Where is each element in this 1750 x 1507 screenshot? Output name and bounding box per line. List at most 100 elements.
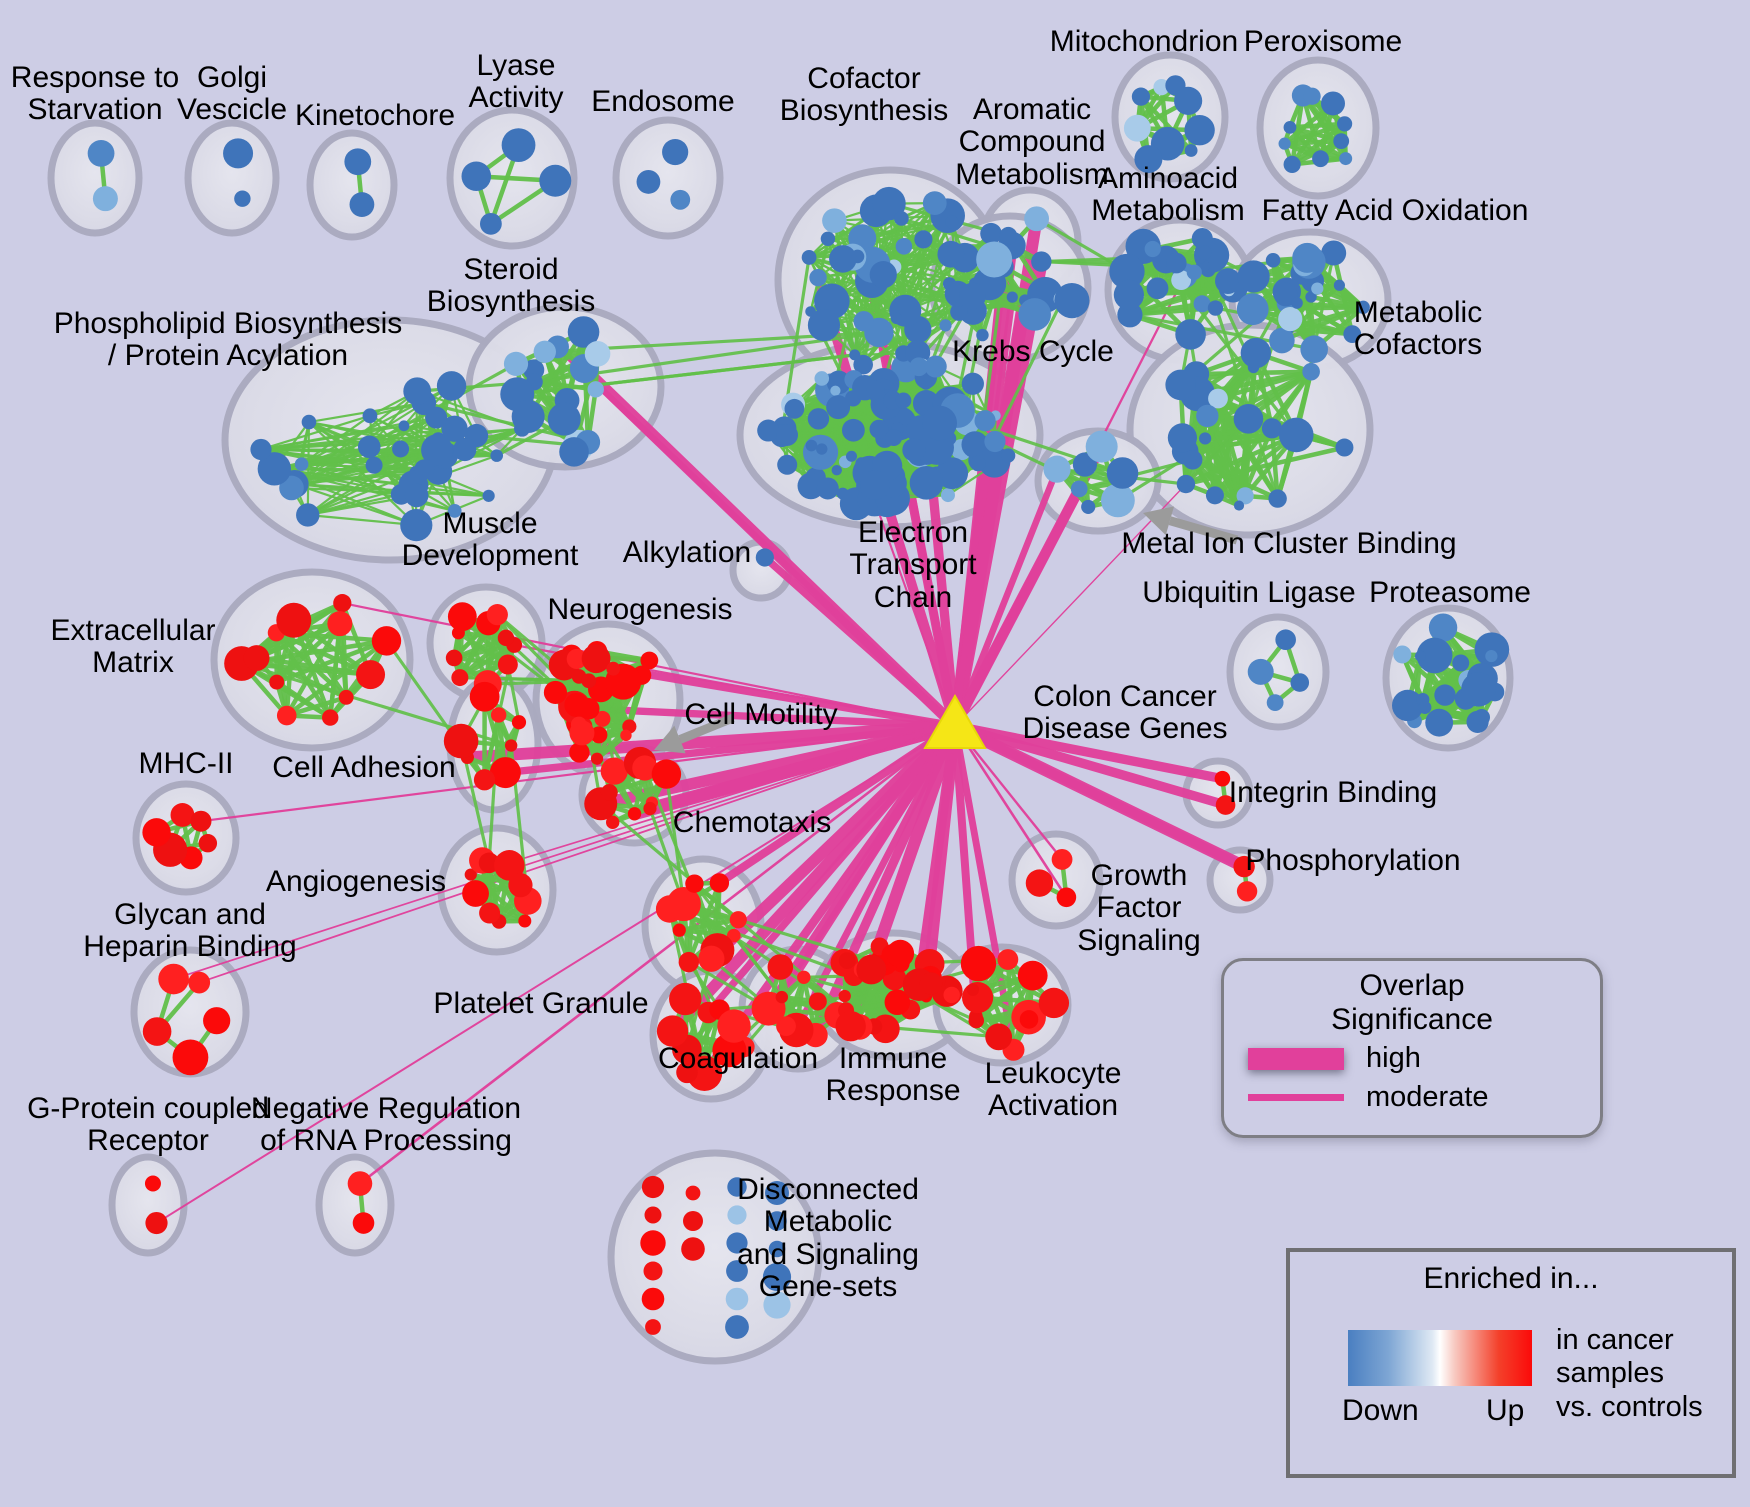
- edge-neurogenesis: [594, 733, 629, 761]
- node-proteasome: [1418, 701, 1432, 715]
- node-electron-transport-chain: [784, 398, 805, 419]
- node-kinetochore: [349, 192, 375, 217]
- node-proteasome: [1414, 650, 1426, 662]
- node-disconnected-gene-sets: [762, 1262, 792, 1292]
- edge-chemotaxis: [677, 917, 741, 933]
- node-mitochondrion: [1123, 114, 1151, 142]
- node-aminoacid-metabolism: [1113, 279, 1144, 310]
- edge-chemotaxis: [692, 881, 741, 922]
- node-immune-response: [886, 939, 915, 968]
- node-fatty-acid-oxidation: [1300, 335, 1328, 364]
- cluster-hull-g-protein-coupled-receptor: [108, 1153, 188, 1257]
- hub-edge-mhc-ii: [199, 724, 957, 823]
- hub-edge-glycan-heparin-binding: [198, 725, 956, 984]
- node-angiogenesis: [518, 914, 532, 928]
- node-steroid-biosynthesis: [503, 351, 529, 376]
- cluster-hull-ubiquitin-ligase: [1226, 613, 1330, 731]
- edge-fatty-acid-oxidation: [1251, 274, 1355, 337]
- node-steroid-biosynthesis: [511, 400, 545, 434]
- node-proteasome: [1425, 708, 1454, 737]
- node-peroxisome: [1312, 150, 1329, 168]
- node-metabolic-cofactors: [1278, 417, 1314, 453]
- node-disconnected-gene-sets: [765, 1181, 789, 1205]
- node-phospholipid-biosynthesis: [441, 415, 468, 442]
- cluster-hull-kinetochore: [306, 129, 398, 241]
- node-krebs-cycle: [976, 241, 1013, 278]
- enrichment-down-label: Down: [1342, 1394, 1419, 1427]
- node-extracellular-matrix: [243, 645, 270, 671]
- node-coagulation: [775, 990, 789, 1004]
- node-fatty-acid-oxidation: [1265, 252, 1281, 268]
- node-phospholipid-biosynthesis: [294, 457, 309, 472]
- node-disconnected-gene-sets: [645, 1319, 661, 1335]
- node-krebs-cycle: [950, 303, 968, 321]
- bridge-krebs-cycle-electron-transport-chain: [989, 297, 1065, 447]
- node-phospholipid-biosynthesis: [301, 414, 317, 430]
- node-negative-regulation-rna-processing: [347, 1171, 373, 1196]
- legend-high-swatch: [1248, 1047, 1344, 1070]
- node-cofactor-biosynthesis: [890, 312, 903, 324]
- node-electron-transport-chain: [777, 454, 798, 475]
- hub-edge-glycan-heparin-binding: [172, 725, 956, 980]
- node-electron-transport-chain: [816, 477, 839, 500]
- edge-muscle-development: [457, 635, 509, 680]
- node-mitochondrion: [1184, 144, 1198, 157]
- node-phospholipid-biosynthesis: [421, 434, 453, 466]
- node-glycan-heparin-binding: [172, 1039, 209, 1076]
- node-chemotaxis: [729, 911, 747, 929]
- node-disconnected-gene-sets: [726, 1232, 748, 1254]
- node-electron-transport-chain: [961, 431, 989, 459]
- node-mitochondrion: [1134, 145, 1163, 174]
- node-immune-response: [838, 952, 856, 970]
- arrow-metal-ion-cluster-binding-head: [1143, 506, 1175, 536]
- edge-steroid-biosynthesis: [581, 329, 591, 445]
- edge-peroxisome: [1289, 93, 1306, 167]
- node-disconnected-gene-sets: [725, 1315, 749, 1339]
- cluster-hull-disconnected-gene-sets: [607, 1149, 823, 1365]
- node-leukocyte-activation: [1038, 987, 1070, 1019]
- node-fatty-acid-oxidation: [1305, 291, 1317, 303]
- hub-edge-krebs-cycle: [948, 294, 1032, 733]
- node-electron-transport-chain: [922, 405, 958, 441]
- node-chemotaxis: [709, 873, 730, 893]
- edge-cell-adhesion: [482, 712, 501, 783]
- node-metabolic-cofactors: [1233, 404, 1264, 434]
- node-endosome: [636, 170, 661, 194]
- node-phospholipid-biosynthesis: [250, 438, 272, 461]
- node-aminoacid-metabolism: [1146, 277, 1169, 300]
- node-extracellular-matrix: [322, 709, 339, 726]
- annotation-arrows: [654, 506, 1239, 754]
- hub-edge-cell-motility: [628, 719, 962, 821]
- edge-phospholipid-biosynthesis: [259, 438, 440, 451]
- legend-overlap-moderate-row: moderate: [1248, 1081, 1600, 1114]
- node-phospholipid-biosynthesis: [296, 503, 320, 527]
- disease-hub-triangle[interactable]: [923, 693, 987, 749]
- disease-hub-node: [923, 693, 987, 749]
- node-metabolic-cofactors: [1176, 474, 1196, 494]
- node-extracellular-matrix: [269, 674, 285, 690]
- node-metabolic-cofactors: [1199, 432, 1212, 445]
- node-kinetochore: [344, 148, 372, 176]
- hub-edge-cofactor-biosynthesis: [868, 277, 959, 730]
- node-metabolic-cofactors: [1261, 418, 1283, 439]
- node-neurogenesis: [594, 710, 611, 727]
- node-disconnected-gene-sets: [640, 1230, 666, 1256]
- node-proteasome: [1392, 689, 1424, 722]
- node-electron-transport-chain: [940, 488, 955, 503]
- legend-high-label: high: [1366, 1042, 1421, 1075]
- node-disconnected-gene-sets: [681, 1237, 705, 1261]
- node-aminoacid-metabolism: [1193, 295, 1211, 313]
- edge-cofactor-biosynthesis: [807, 256, 919, 354]
- edge-chemotaxis: [686, 880, 722, 965]
- arrow-cell-motility-head: [654, 725, 686, 754]
- edge-phospholipid-biosynthesis: [259, 448, 438, 452]
- node-aminoacid-metabolism: [1171, 270, 1192, 291]
- node-aminoacid-metabolism: [1109, 253, 1145, 290]
- node-neurogenesis: [578, 698, 600, 720]
- cluster-hull-negative-regulation-rna-processing: [315, 1153, 395, 1257]
- edge-phospholipid-biosynthesis: [307, 420, 438, 452]
- node-neurogenesis: [569, 742, 590, 763]
- cluster-hulls: [47, 51, 1514, 1365]
- edge-metabolic-cofactors: [1183, 416, 1251, 487]
- legend-moderate-swatch: [1248, 1094, 1344, 1102]
